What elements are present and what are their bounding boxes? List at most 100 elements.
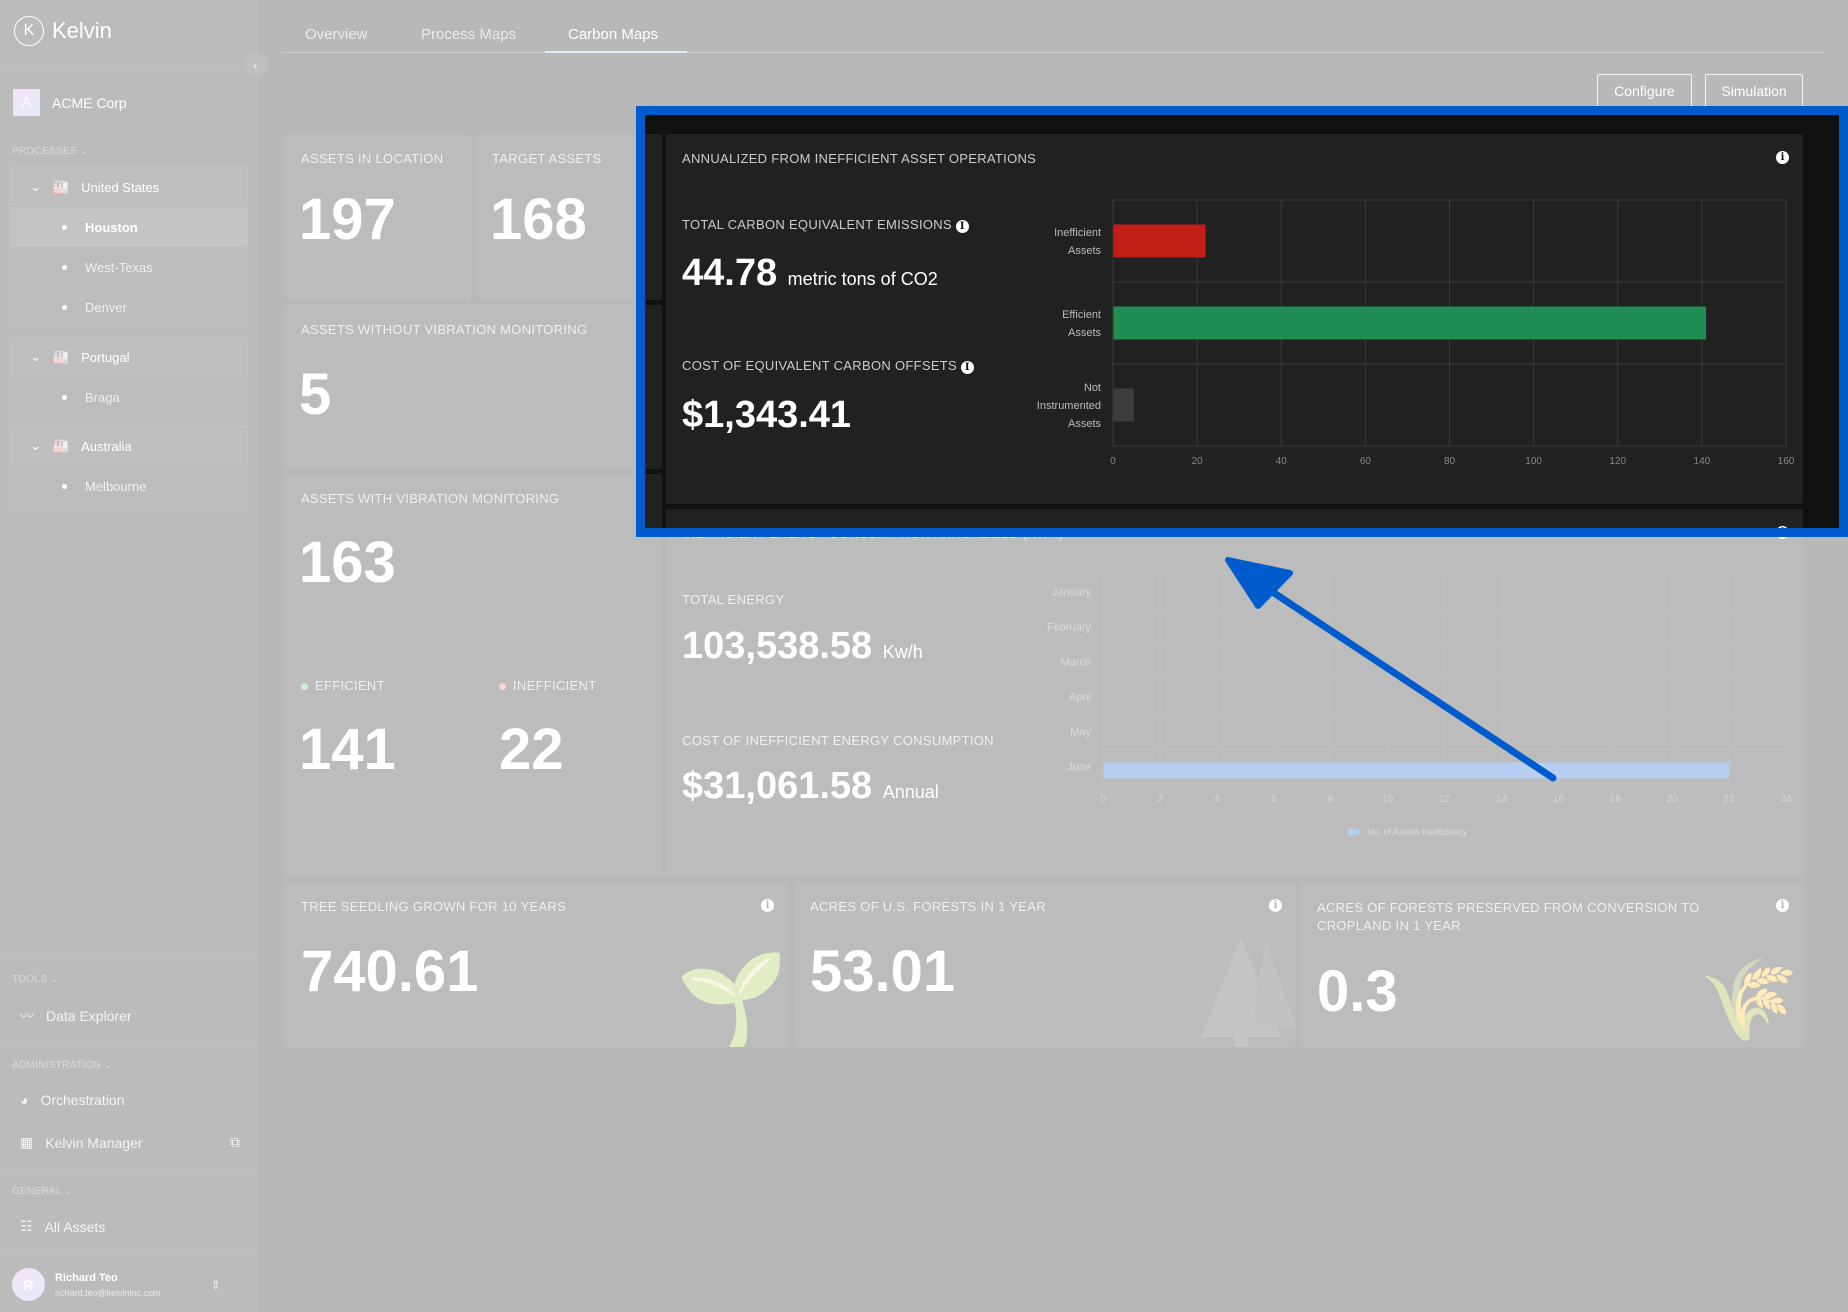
tree-item-denver[interactable]: Denver bbox=[10, 287, 247, 327]
nav-data-explorer[interactable]: 〰 Data Explorer bbox=[20, 1008, 132, 1024]
bar bbox=[1113, 306, 1707, 340]
tree-item-united-states[interactable]: ⌄ 🏭 United States bbox=[10, 167, 247, 207]
user-menu[interactable]: R Richard Teo richard.teo@kelvininc.com ⇕ bbox=[12, 1268, 221, 1301]
nav-all-assets[interactable]: ☷ All Assets bbox=[20, 1218, 106, 1235]
x-tick-label: 8 bbox=[1328, 794, 1334, 805]
y-category-label: February bbox=[1047, 622, 1092, 634]
x-tick-label: 6 bbox=[1271, 794, 1277, 805]
equivalent-card-forests: ACRES OF U.S. FORESTS IN 1 YEAR i 53.01 bbox=[794, 882, 1296, 1047]
tree-item-houston[interactable]: Houston bbox=[10, 207, 247, 247]
bar bbox=[1113, 224, 1206, 258]
x-tick-label: 0 bbox=[1110, 456, 1116, 467]
configure-button[interactable]: Configure bbox=[1597, 74, 1692, 108]
factory-icon: 🏭 bbox=[52, 179, 70, 194]
divider bbox=[0, 64, 257, 65]
org-switcher[interactable]: A ACME Corp bbox=[13, 89, 127, 116]
tree-item-portugal[interactable]: ⌄ 🏭 Portugal bbox=[10, 337, 247, 377]
tabs-divider bbox=[282, 52, 1824, 53]
x-tick-label: 20 bbox=[1192, 456, 1204, 467]
info-icon[interactable]: i bbox=[1269, 899, 1282, 912]
x-tick-label: 100 bbox=[1525, 456, 1542, 467]
nav-kelvin-manager[interactable]: ▦ Kelvin Manager ⧉ bbox=[20, 1134, 240, 1151]
org-avatar: A bbox=[13, 89, 40, 116]
info-icon[interactable]: i bbox=[761, 899, 774, 912]
tools-section-toggle[interactable]: TOOLS ⌄ bbox=[12, 974, 59, 985]
simulation-button[interactable]: Simulation bbox=[1705, 74, 1803, 108]
tab-carbon-maps[interactable]: Carbon Maps bbox=[568, 26, 659, 43]
y-category-label: January bbox=[1052, 587, 1092, 599]
external-link-icon[interactable]: ⧉ bbox=[230, 1134, 240, 1150]
tree-group-portugal: ⌄ 🏭 Portugal Braga bbox=[9, 336, 248, 418]
expand-collapse-icon: ⇕ bbox=[210, 1277, 221, 1292]
x-tick-label: 4 bbox=[1214, 794, 1220, 805]
assets-in-location-card: ASSETS IN LOCATION 197 bbox=[285, 134, 471, 300]
without-vibration-card: ASSETS WITHOUT VIBRATION MONITORING 5 bbox=[285, 305, 662, 469]
plot-border bbox=[1112, 199, 1787, 447]
tree-item-melbourne[interactable]: Melbourne bbox=[10, 466, 247, 506]
active-tab-indicator bbox=[545, 51, 687, 53]
x-tick-label: 0 bbox=[1100, 794, 1106, 805]
chevron-down-icon: ⌄ bbox=[30, 438, 41, 453]
inefficient-dot-icon bbox=[499, 683, 506, 690]
tree-item-braga[interactable]: Braga bbox=[10, 377, 247, 417]
collapse-sidebar-button[interactable]: ‹ bbox=[243, 52, 268, 77]
x-tick-label: 10 bbox=[1382, 794, 1394, 805]
with-vibration-card: ASSETS WITH VIBRATION MONITORING 163 EFF… bbox=[285, 474, 662, 877]
tab-overview[interactable]: Overview bbox=[305, 26, 368, 43]
chevron-down-icon: ⌄ bbox=[30, 179, 41, 194]
tree-item-west-texas[interactable]: West-Texas bbox=[10, 247, 247, 287]
x-tick-label: 14 bbox=[1496, 794, 1508, 805]
user-avatar: R bbox=[12, 1268, 45, 1301]
tree-group-australia: ⌄ 🏭 Australia Melbourne bbox=[9, 425, 248, 507]
y-category-label: April bbox=[1069, 692, 1091, 704]
factory-icon: 🏭 bbox=[52, 349, 70, 364]
y-category-label: May bbox=[1070, 727, 1091, 739]
nav-orchestration[interactable]: ◕ Orchestration bbox=[20, 1092, 125, 1108]
chevron-down-icon: ⌄ bbox=[30, 349, 41, 364]
bar bbox=[1113, 388, 1135, 422]
info-icon[interactable]: i bbox=[1776, 899, 1789, 912]
y-category-label: March bbox=[1060, 657, 1091, 669]
info-icon[interactable]: i bbox=[960, 361, 974, 374]
x-tick-label: 16 bbox=[1553, 794, 1565, 805]
x-tick-label: 20 bbox=[1667, 794, 1679, 805]
tab-process-maps[interactable]: Process Maps bbox=[421, 26, 517, 43]
y-category-label: Not Instrumented Assets bbox=[1037, 382, 1102, 430]
info-icon[interactable]: i bbox=[1776, 151, 1789, 164]
tree-item-australia[interactable]: ⌄ 🏭 Australia bbox=[10, 426, 247, 466]
x-tick-label: 60 bbox=[1360, 456, 1372, 467]
plot-border bbox=[1102, 573, 1787, 785]
x-tick-label: 18 bbox=[1610, 794, 1622, 805]
kelvin-logo[interactable]: K Kelvin bbox=[14, 16, 112, 46]
factory-icon: 🏭 bbox=[52, 438, 70, 453]
efficient-dot-icon bbox=[301, 683, 308, 690]
x-tick-label: 80 bbox=[1444, 456, 1456, 467]
x-tick-label: 40 bbox=[1276, 456, 1288, 467]
x-tick-label: 22 bbox=[1724, 794, 1736, 805]
general-section-toggle[interactable]: GENERAL ⌄ bbox=[12, 1186, 74, 1197]
x-tick-label: 12 bbox=[1439, 794, 1451, 805]
sidebar: K Kelvin A ACME Corp PROCESSES ⌄ ⌄ 🏭 United … bbox=[0, 0, 257, 1312]
wheat-icon: 🌾 bbox=[1699, 955, 1799, 1044]
y-category-label: Inefficient Assets bbox=[1054, 227, 1101, 257]
administration-section-toggle[interactable]: ADMINISTRATION ⌄ bbox=[12, 1060, 113, 1071]
tree-icon bbox=[1201, 937, 1296, 1047]
y-category-label: June bbox=[1067, 762, 1091, 774]
carbon-card-title: ANNUALIZED FROM INEFFICIENT ASSET OPERAT… bbox=[682, 151, 1037, 166]
bar bbox=[1103, 762, 1730, 779]
grid-icon: ▦ bbox=[20, 1134, 34, 1150]
x-tick-label: 140 bbox=[1694, 456, 1711, 467]
equivalent-card-cropland: ACRES OF FORESTS PRESERVED FROM CONVERSI… bbox=[1301, 882, 1803, 1047]
equivalent-card-seedling: TREE SEEDLING GROWN FOR 10 YEARS i 740.6… bbox=[285, 882, 788, 1047]
y-category-label: Efficient Assets bbox=[1062, 309, 1101, 339]
processes-section-toggle[interactable]: PROCESSES ⌄ bbox=[12, 146, 89, 157]
target-assets-card: TARGET ASSETS 168 bbox=[476, 134, 662, 300]
x-tick-label: 24 bbox=[1780, 794, 1792, 805]
orchestration-icon: ◕ bbox=[20, 1092, 29, 1108]
info-icon[interactable]: i bbox=[955, 220, 969, 233]
legend-label: No. of Assets Inefficiency bbox=[1367, 827, 1468, 837]
seedling-icon: 🌱 bbox=[675, 950, 788, 1047]
pulse-icon: 〰 bbox=[20, 1008, 34, 1024]
